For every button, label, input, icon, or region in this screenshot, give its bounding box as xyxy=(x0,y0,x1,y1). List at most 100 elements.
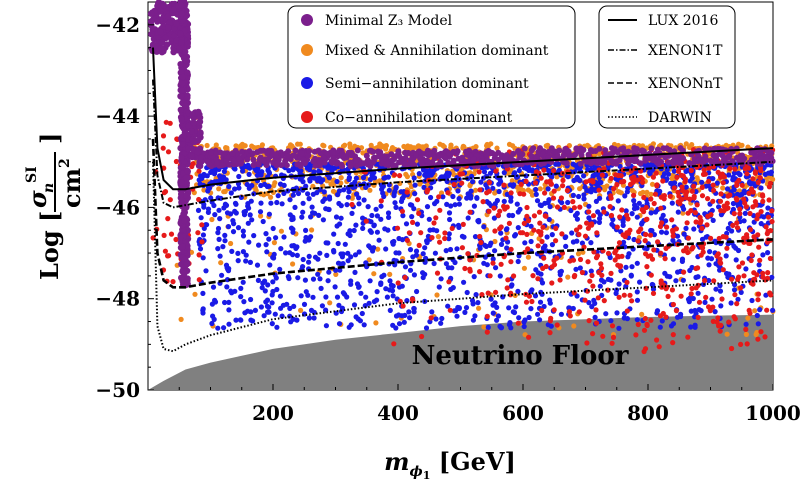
point-minimal-z3 xyxy=(184,279,191,286)
point-co xyxy=(590,283,596,289)
point-semi xyxy=(438,276,444,282)
point-semi xyxy=(298,293,304,299)
point-semi xyxy=(490,302,496,308)
point-co xyxy=(493,289,499,295)
point-semi xyxy=(685,167,691,173)
point-mixed xyxy=(290,261,296,267)
point-semi xyxy=(716,204,722,210)
point-mixed xyxy=(201,187,207,193)
point-co xyxy=(755,336,761,342)
y-tick-label: −50 xyxy=(95,378,140,402)
point-semi xyxy=(298,168,304,174)
point-co xyxy=(627,227,633,233)
point-co xyxy=(724,200,730,206)
point-mixed xyxy=(342,142,348,148)
point-semi xyxy=(259,285,265,291)
point-semi xyxy=(270,254,276,260)
point-co xyxy=(643,204,649,211)
point-co xyxy=(160,145,166,151)
point-co xyxy=(419,333,425,340)
point-semi xyxy=(592,314,598,320)
point-semi xyxy=(555,161,562,167)
point-minimal-z3 xyxy=(463,158,470,165)
point-co xyxy=(643,251,649,257)
point-semi xyxy=(231,221,237,227)
point-co xyxy=(616,254,622,260)
point-semi xyxy=(446,236,452,242)
point-mixed xyxy=(434,292,440,298)
point-minimal-z3 xyxy=(551,148,558,155)
point-co xyxy=(705,213,711,219)
point-co xyxy=(537,220,543,226)
point-minimal-z3 xyxy=(208,149,214,156)
point-co xyxy=(577,204,583,210)
point-semi xyxy=(286,168,292,174)
point-semi xyxy=(662,270,668,276)
point-co xyxy=(400,303,406,309)
point-minimal-z3 xyxy=(676,160,683,167)
point-semi xyxy=(249,217,255,223)
point-semi xyxy=(447,246,454,253)
point-co xyxy=(531,213,538,219)
point-semi xyxy=(426,216,432,222)
point-co xyxy=(611,186,617,192)
point-semi xyxy=(743,266,749,272)
point-co xyxy=(689,285,695,292)
point-co xyxy=(697,214,703,221)
point-mixed xyxy=(575,251,582,257)
point-semi xyxy=(455,188,461,194)
point-minimal-z3 xyxy=(177,30,184,37)
point-semi xyxy=(307,178,313,184)
y-tick-label: −44 xyxy=(95,104,140,128)
point-co xyxy=(748,257,754,264)
point-co xyxy=(428,315,434,321)
point-semi xyxy=(316,168,322,174)
point-semi xyxy=(707,249,713,255)
point-co xyxy=(726,319,732,325)
point-semi xyxy=(454,246,460,252)
point-semi xyxy=(616,281,622,287)
point-co xyxy=(651,200,657,207)
point-semi xyxy=(563,243,569,249)
point-co xyxy=(585,225,592,231)
point-co xyxy=(717,328,723,334)
point-semi xyxy=(300,200,306,206)
point-semi xyxy=(412,182,418,188)
point-semi xyxy=(622,193,628,199)
point-mixed xyxy=(509,143,516,149)
point-minimal-z3 xyxy=(625,160,632,167)
point-semi xyxy=(549,242,556,248)
point-minimal-z3 xyxy=(170,6,177,13)
point-co xyxy=(650,290,657,296)
point-semi xyxy=(311,315,317,321)
point-mixed xyxy=(379,144,385,150)
point-semi xyxy=(338,215,344,221)
neutrino-floor-region xyxy=(148,314,773,390)
point-minimal-z3 xyxy=(701,145,708,152)
point-co xyxy=(508,190,514,196)
point-semi xyxy=(570,305,576,312)
point-semi xyxy=(616,325,622,331)
point-co xyxy=(741,273,747,279)
point-semi xyxy=(315,256,321,262)
point-semi xyxy=(222,299,228,306)
point-semi xyxy=(675,233,681,239)
point-semi xyxy=(326,269,332,275)
point-co xyxy=(404,189,410,195)
point-co xyxy=(615,262,621,268)
point-co xyxy=(561,204,567,210)
point-co xyxy=(724,245,730,251)
point-semi xyxy=(762,171,769,177)
point-semi xyxy=(465,215,471,221)
point-semi xyxy=(257,209,264,215)
point-semi xyxy=(308,234,314,240)
point-semi xyxy=(215,230,221,236)
point-semi xyxy=(459,233,465,239)
point-semi xyxy=(516,315,522,321)
point-co xyxy=(642,238,648,244)
point-semi xyxy=(222,232,228,238)
point-co xyxy=(199,239,205,245)
point-semi xyxy=(456,305,462,311)
point-semi xyxy=(660,174,666,180)
point-co xyxy=(391,341,397,347)
